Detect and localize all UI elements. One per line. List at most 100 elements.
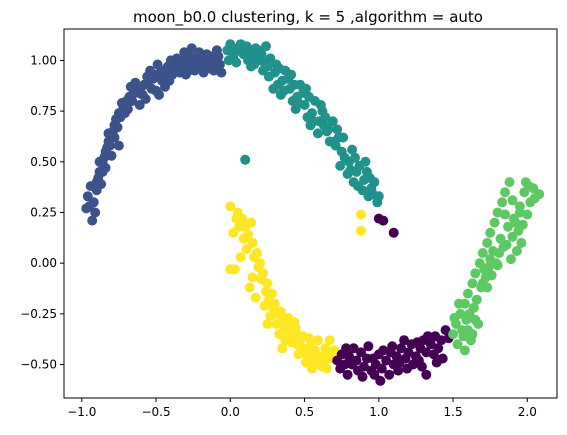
- cluster-4-point: [497, 197, 508, 208]
- cluster-3-point: [412, 337, 423, 348]
- cluster-3-point: [388, 227, 399, 238]
- cluster-2-point: [247, 272, 258, 283]
- cluster-3-point: [357, 371, 368, 382]
- cluster-4-point: [485, 254, 496, 265]
- cluster-0-point: [119, 108, 130, 119]
- y-tick-label: 0.25: [30, 205, 57, 219]
- cluster-0-point: [160, 81, 170, 92]
- cluster-0-point: [125, 81, 136, 92]
- cluster-0-point: [140, 93, 151, 104]
- cluster-0-point: [85, 181, 96, 192]
- cluster-0-point: [133, 87, 144, 98]
- cluster-2-point: [234, 221, 245, 232]
- y-tick-label: −0.50: [20, 358, 57, 372]
- cluster-4-point: [470, 268, 481, 279]
- chart-title: moon_b0.0 clustering, k = 5 ,algorithm =…: [133, 8, 483, 27]
- cluster-3-point: [363, 341, 374, 352]
- y-tick-label: −0.25: [20, 307, 57, 321]
- cluster-3-point: [394, 357, 405, 368]
- cluster-1-point: [360, 156, 371, 167]
- cluster-2-point: [324, 335, 335, 346]
- cluster-4-point: [507, 195, 518, 206]
- cluster-1-point: [318, 120, 329, 131]
- x-tick-label: 2.0: [518, 405, 537, 419]
- cluster-3-point: [421, 369, 432, 380]
- cluster-2-point: [293, 349, 304, 360]
- cluster-1-point: [289, 79, 300, 90]
- cluster-2-point: [268, 302, 279, 313]
- cluster-1-point: [301, 83, 311, 94]
- cluster-1-point: [339, 152, 350, 163]
- cluster-4-point: [482, 282, 493, 293]
- cluster-2-point: [231, 213, 242, 224]
- cluster-4-point: [494, 248, 505, 258]
- cluster-4-point: [482, 237, 493, 248]
- cluster-1-point: [244, 45, 255, 56]
- cluster-4-point: [492, 260, 503, 271]
- cluster-2-point: [238, 233, 249, 244]
- cluster-0-point: [168, 63, 179, 74]
- cluster-2-point: [356, 225, 366, 236]
- cluster-0-point: [152, 59, 163, 70]
- cluster-2-point: [356, 209, 366, 220]
- cluster-0-point: [204, 63, 215, 74]
- cluster-1-point: [293, 98, 304, 108]
- y-tick-label: 1.00: [30, 53, 57, 67]
- cluster-1-point: [229, 47, 240, 58]
- cluster-1-point: [332, 124, 343, 135]
- data-points: [81, 39, 545, 386]
- cluster-1-point: [348, 177, 359, 188]
- cluster-1-point: [315, 100, 326, 110]
- cluster-3-point: [348, 343, 359, 354]
- cluster-3-point: [367, 353, 378, 364]
- cluster-4-point: [514, 207, 525, 218]
- cluster-1-point: [274, 63, 285, 74]
- cluster-0-point: [81, 203, 92, 214]
- cluster-3-point: [381, 355, 392, 366]
- cluster-1-point: [333, 132, 344, 143]
- cluster-0-point: [134, 100, 145, 110]
- cluster-0-point: [82, 191, 93, 202]
- cluster-3-point: [399, 335, 410, 346]
- y-tick-label: 0.00: [30, 256, 57, 270]
- cluster-3-point: [428, 349, 439, 360]
- cluster-1-point: [364, 173, 375, 183]
- cluster-1-point: [312, 128, 323, 139]
- cluster-1-point: [327, 116, 338, 127]
- cluster-0-point: [106, 150, 117, 161]
- cluster-1-point: [268, 83, 279, 94]
- cluster-0-point: [87, 215, 98, 226]
- cluster-0-point: [179, 47, 190, 58]
- cluster-1-point: [372, 197, 383, 208]
- cluster-4-point: [477, 248, 488, 258]
- cluster-3-point: [351, 355, 362, 366]
- cluster-1-point: [256, 49, 267, 60]
- cluster-0-point: [145, 65, 156, 76]
- cluster-2-point: [323, 349, 334, 360]
- cluster-2-point: [310, 345, 320, 356]
- cluster-0-point: [100, 162, 111, 173]
- y-axis: −0.50 −0.25 0.00 0.25 0.50 0.75 1.00: [20, 53, 64, 372]
- cluster-0-point: [109, 132, 120, 143]
- cluster-0-point: [127, 96, 138, 106]
- cluster-4-point: [503, 221, 513, 232]
- cluster-2-point: [295, 339, 306, 350]
- cluster-4-point: [516, 237, 527, 248]
- cluster-3-point: [421, 347, 432, 358]
- cluster-1-point: [231, 57, 242, 68]
- cluster-3-point: [387, 341, 398, 352]
- cluster-4-point: [462, 288, 473, 299]
- cluster-4-point: [454, 298, 464, 309]
- cluster-2-point: [246, 217, 257, 228]
- cluster-3-point: [440, 325, 451, 336]
- cluster-4-point: [467, 278, 478, 289]
- cluster-2-point: [250, 292, 261, 303]
- cluster-2-point: [241, 244, 252, 254]
- cluster-2-point: [249, 252, 260, 263]
- cluster-2-point: [259, 300, 270, 311]
- cluster-4-point: [467, 329, 478, 340]
- cluster-2-point: [225, 201, 236, 212]
- cluster-4-point: [511, 246, 522, 256]
- cluster-1-point: [263, 71, 274, 82]
- cluster-4-point: [471, 294, 482, 305]
